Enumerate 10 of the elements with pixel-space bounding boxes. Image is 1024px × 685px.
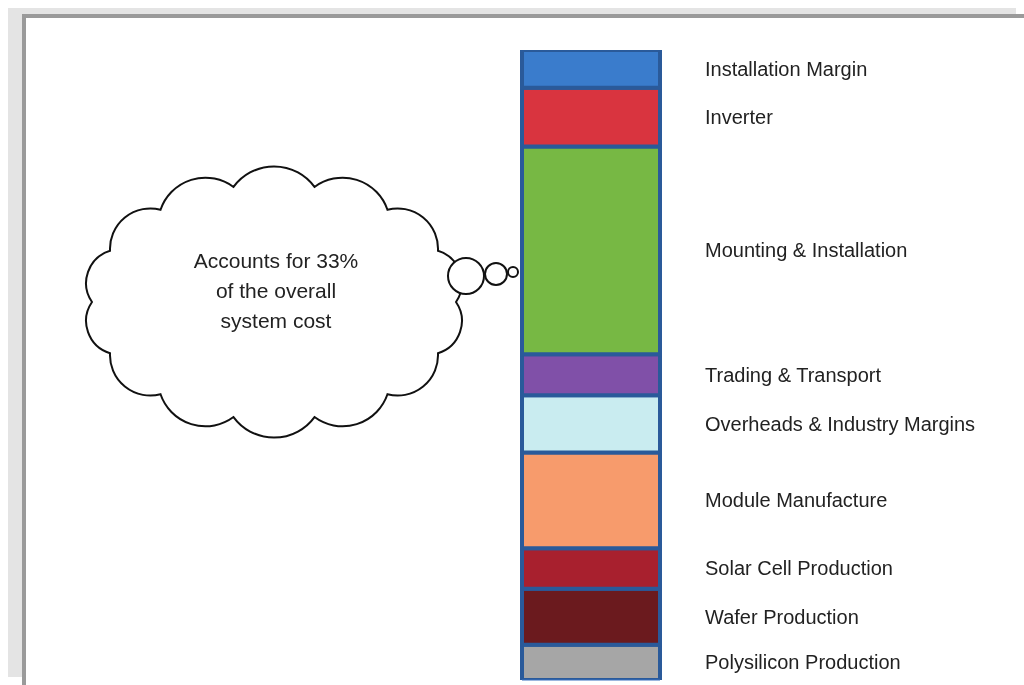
text: Wafer Production	[705, 605, 859, 628]
text: Accounts for 33% of the overall system cost	[192, 248, 360, 334]
text: Overheads & Industry Margins	[705, 412, 976, 435]
text: Inverter	[705, 106, 774, 129]
text: Mounting & Installation	[705, 239, 908, 262]
text: Solar Cell Production	[705, 557, 893, 580]
text: Trading & Transport	[705, 363, 882, 386]
text: Installation Margin	[705, 57, 868, 80]
text: Module Manufacture	[705, 489, 888, 512]
text: Polysilicon Production	[705, 651, 901, 674]
